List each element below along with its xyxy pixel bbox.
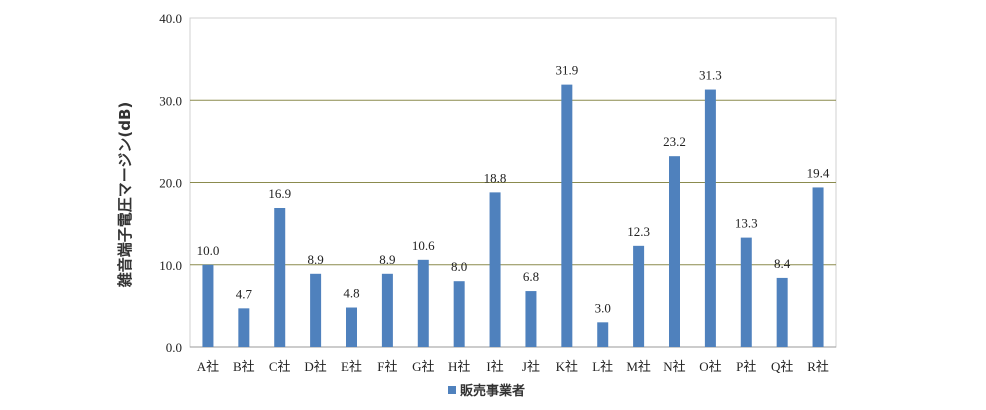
- bar: [704, 89, 716, 348]
- x-tick-label: C社: [269, 359, 291, 374]
- bar: [202, 264, 214, 347]
- bar: [561, 84, 573, 347]
- x-tick-label: N社: [663, 359, 685, 374]
- y-axis-label: 雑音端子電圧マージン(dB): [116, 102, 134, 289]
- bar: [669, 156, 680, 347]
- data-label: 6.8: [523, 269, 539, 284]
- data-label: 31.3: [699, 68, 722, 83]
- data-label: 16.9: [268, 186, 291, 201]
- y-tick-label: 0.0: [166, 340, 182, 355]
- x-tick-label: B社: [233, 359, 255, 374]
- x-tick-label: H社: [448, 359, 470, 374]
- bar: [381, 273, 393, 347]
- bar: [489, 192, 501, 347]
- x-tick-label: R社: [807, 359, 829, 374]
- bar: [525, 291, 537, 347]
- legend-label: 販売事業者: [460, 383, 525, 399]
- bar: [346, 307, 357, 347]
- legend: 販売事業者: [448, 383, 525, 399]
- x-tick-label: F社: [377, 359, 397, 374]
- data-label: 10.6: [412, 238, 435, 253]
- data-label: 23.2: [663, 134, 686, 149]
- gridlines: [190, 99, 836, 348]
- data-label: 13.3: [735, 216, 758, 231]
- y-tick-label: 10.0: [159, 258, 182, 273]
- x-tick-label: G社: [412, 359, 434, 374]
- data-label: 8.4: [774, 256, 791, 271]
- x-tick-label: I社: [486, 359, 503, 374]
- bar: [633, 245, 645, 347]
- data-label: 8.9: [379, 252, 395, 267]
- bar: [274, 207, 286, 347]
- y-tick-label: 30.0: [159, 93, 182, 108]
- data-label: 4.8: [343, 286, 359, 301]
- data-label: 12.3: [627, 224, 650, 239]
- x-tick-label: M社: [626, 359, 651, 374]
- data-label: 8.0: [451, 259, 467, 274]
- x-tick-label: J社: [522, 359, 540, 374]
- data-label: 19.4: [807, 165, 830, 180]
- data-label: 4.7: [236, 286, 253, 301]
- data-label: 18.8: [484, 170, 507, 185]
- bar: [812, 187, 824, 347]
- y-tick-label: 40.0: [159, 11, 182, 26]
- x-tick-label: E社: [341, 359, 362, 374]
- bar: [310, 273, 322, 347]
- data-labels: 10.0 4.7 16.9 8.9 4.8 8.9 10.6 8.0 18.8 6.8 31.9 3.…: [197, 63, 830, 316]
- x-tick-label: O社: [699, 359, 721, 374]
- y-axis-ticks: 0.0 10.0 20.0 30.0 40.0: [159, 11, 182, 355]
- bar: [740, 237, 752, 347]
- x-tick-label: L社: [592, 359, 613, 374]
- x-tick-label: A社: [197, 359, 219, 374]
- bar: [238, 308, 250, 347]
- x-tick-label: Q社: [771, 359, 793, 374]
- data-label: 10.0: [197, 243, 220, 258]
- data-label: 3.0: [595, 300, 611, 315]
- data-label: 8.9: [307, 252, 323, 267]
- bars: [202, 84, 824, 348]
- y-tick-label: 20.0: [159, 176, 182, 191]
- x-axis-categories: A社 B社 C社 D社 E社 F社 G社 H社 I社 J社 K社 L社 M社 N社 O社 P社 Q社 R社: [197, 359, 829, 374]
- bar: [417, 259, 429, 347]
- bar: [597, 322, 609, 347]
- bar: [453, 281, 465, 347]
- bar: [776, 277, 788, 347]
- x-tick-label: K社: [556, 359, 578, 374]
- data-label: 31.9: [555, 63, 578, 78]
- x-tick-label: P社: [736, 359, 756, 374]
- legend-swatch: [448, 386, 456, 394]
- x-tick-label: D社: [304, 359, 326, 374]
